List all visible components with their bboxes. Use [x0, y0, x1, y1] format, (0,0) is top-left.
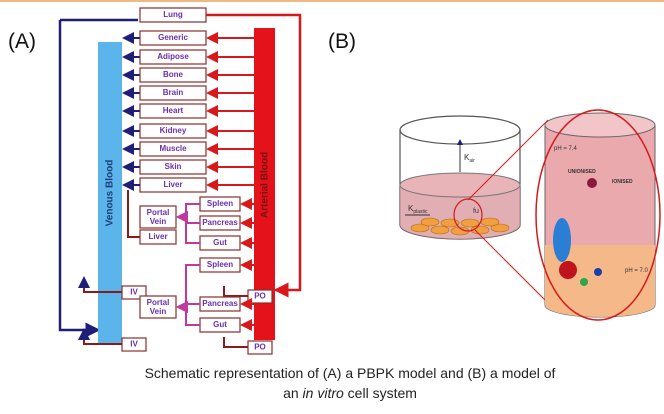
- flow-arrow: [178, 307, 200, 325]
- organ-label: Bone: [163, 70, 184, 79]
- organ-label: Kidney: [160, 126, 187, 135]
- fu: fu: [473, 208, 479, 215]
- unionised: UNIONISED: [568, 169, 596, 175]
- g1-spleen-label: Spleen: [207, 199, 233, 208]
- ionised: IONISED: [612, 179, 633, 185]
- ph-bottom: pH = 7.0: [625, 268, 649, 274]
- organ-label: Liver: [163, 180, 182, 189]
- panel-b: pH = 7.4 pH = 7.0 UNIONISED IONISED Kair…: [400, 110, 660, 320]
- organ-label: Heart: [163, 106, 184, 115]
- g2-iv-label: IV: [130, 340, 138, 349]
- g1-gut-label: Gut: [213, 238, 227, 247]
- organ-label: Lung: [163, 10, 183, 19]
- g1-portal-vein-label: Portal: [147, 208, 170, 217]
- panel-b-tag: (B): [328, 30, 356, 53]
- venous-label: Venous Blood: [105, 160, 116, 227]
- organ-label: Skin: [165, 162, 182, 171]
- panel-a: Venous Blood Arterial Blood Lung Generic A…: [60, 8, 300, 354]
- organ-label: Brain: [163, 88, 184, 97]
- organ-label: Adipose: [157, 52, 189, 61]
- flow-arrow: [224, 337, 248, 347]
- figure: (A) (B) Venous Blood Arterial Blood Lung…: [0, 0, 664, 414]
- organ-label: Generic: [158, 33, 188, 42]
- flow-arrow: [224, 286, 248, 296]
- ph-top: pH = 7.4: [554, 146, 578, 152]
- organ-label: Muscle: [159, 144, 187, 153]
- arterial-label: Arterial Blood: [260, 152, 271, 218]
- g2-spleen-label: Spleen: [207, 260, 233, 269]
- g1-iv-label: IV: [130, 288, 138, 297]
- flow-arrow: [178, 265, 200, 307]
- flow-arrow: [178, 217, 200, 243]
- g1-portal-vein-label: Vein: [150, 217, 167, 226]
- g2-po-label: PO: [254, 343, 266, 352]
- g2-portal-vein-label: Vein: [150, 307, 167, 316]
- g2-portal-vein-label: Portal: [147, 298, 170, 307]
- g1-liver-label: Liver: [148, 232, 167, 241]
- g2-pancreas-label: Pancreas: [202, 299, 238, 308]
- g2-gut-label: Gut: [213, 320, 227, 329]
- g1-pancreas-label: Pancreas: [202, 218, 238, 227]
- panel-a-tag: (A): [8, 30, 36, 53]
- flow-arrow: [178, 204, 200, 217]
- caption-line1: Schematic representation of (A) a PBPK m…: [145, 365, 556, 381]
- g1-po-label: PO: [254, 292, 266, 301]
- caption-line2: an in vitro cell system: [283, 385, 417, 401]
- flow-arrow: [128, 190, 140, 237]
